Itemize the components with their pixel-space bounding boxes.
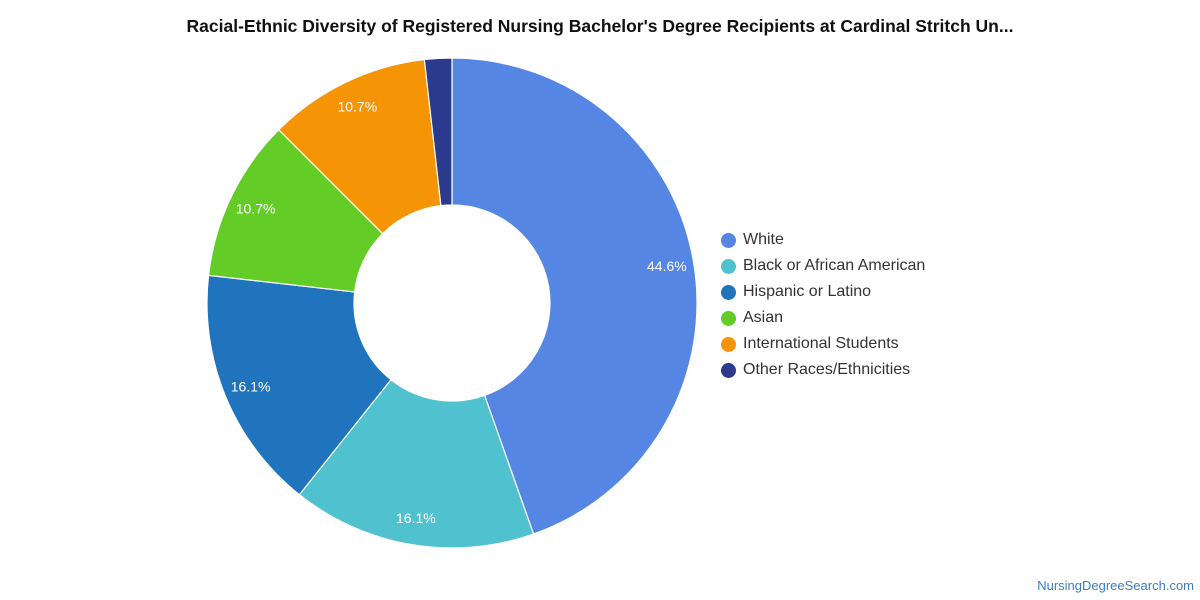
legend-label: Asian [743, 309, 784, 326]
legend-label: Other Races/Ethnicities [743, 361, 911, 378]
legend-item[interactable]: Black or African American [721, 253, 925, 279]
slice-value-label: 16.1% [396, 510, 436, 526]
slice-value-label: 10.7% [337, 99, 377, 115]
legend-item[interactable]: Hispanic or Latino [721, 279, 925, 305]
legend-item[interactable]: Asian [721, 305, 925, 331]
legend-swatch [721, 336, 736, 352]
legend-item[interactable]: International Students [721, 331, 925, 357]
slice-value-label: 16.1% [231, 378, 271, 394]
legend-item[interactable]: Other Races/Ethnicities [721, 357, 925, 383]
slice-asian[interactable] [207, 128, 384, 293]
chart-title: Racial-Ethnic Diversity of Registered Nu… [186, 16, 1014, 36]
legend-label: Hispanic or Latino [743, 283, 872, 300]
legend-swatch [721, 362, 736, 378]
legend-label: Black or African American [743, 257, 926, 274]
legend-swatch [721, 310, 736, 326]
slice-white[interactable] [451, 57, 698, 535]
chart-legend: White Black or African American Hispanic o… [721, 227, 925, 383]
slice-value-label: 44.6% [647, 258, 687, 274]
legend-swatch [721, 232, 736, 248]
legend-swatch [721, 284, 736, 300]
slice-international-students[interactable] [277, 58, 442, 235]
legend-label: White [743, 231, 784, 248]
legend-swatch [721, 258, 736, 274]
donut-slice-labels: 44.6% 16.1% 16.1% 10.7% 10.7% [231, 99, 687, 526]
donut-slices [206, 57, 698, 549]
site-watermark[interactable]: NursingDegreeSearch.com [1037, 578, 1194, 593]
legend-item[interactable]: White [721, 227, 925, 253]
slice-hispanic-or-latino[interactable] [206, 274, 392, 496]
slice-other-races-ethnicities[interactable] [423, 57, 453, 207]
legend-label: International Students [743, 335, 899, 352]
slice-value-label: 10.7% [236, 200, 276, 216]
